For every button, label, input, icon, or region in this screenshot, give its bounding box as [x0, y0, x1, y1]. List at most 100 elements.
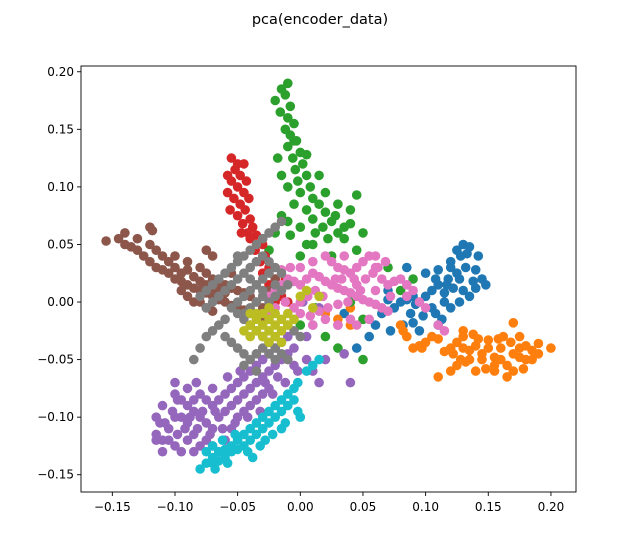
data-point — [172, 429, 183, 440]
data-point — [408, 274, 418, 284]
data-point — [402, 291, 412, 302]
data-point — [301, 274, 312, 284]
data-point — [226, 337, 237, 348]
data-point — [180, 423, 190, 434]
data-point — [351, 262, 362, 273]
data-point — [345, 314, 356, 325]
data-point — [270, 412, 281, 423]
data-point — [333, 343, 343, 353]
data-point — [285, 262, 296, 273]
data-point — [433, 320, 444, 330]
series-4 — [151, 297, 356, 457]
data-point — [527, 354, 537, 365]
data-point — [214, 291, 224, 302]
y-tick-label: −0.05 — [37, 353, 74, 367]
data-point — [237, 218, 248, 229]
data-point — [433, 265, 444, 275]
data-point — [301, 354, 312, 365]
data-point — [276, 337, 287, 348]
data-point — [343, 297, 353, 307]
data-point — [182, 291, 193, 302]
data-point — [333, 228, 343, 238]
data-point — [320, 187, 331, 198]
data-point — [473, 251, 484, 261]
data-point — [270, 354, 281, 365]
data-point — [242, 412, 253, 423]
data-point — [270, 400, 281, 411]
data-point — [101, 236, 111, 246]
data-point — [226, 262, 237, 273]
data-point — [345, 377, 356, 388]
data-point — [314, 170, 324, 181]
data-point — [546, 343, 556, 353]
series-8 — [239, 285, 324, 348]
data-point — [364, 331, 375, 342]
data-point — [289, 360, 299, 371]
data-point — [236, 228, 247, 238]
data-point — [355, 285, 366, 296]
data-point — [245, 383, 255, 394]
data-point — [283, 113, 293, 123]
data-point — [458, 285, 469, 296]
data-point — [285, 101, 296, 112]
data-point — [351, 320, 362, 330]
data-point — [220, 314, 230, 325]
data-point — [295, 187, 306, 198]
data-point — [470, 265, 481, 275]
data-point — [201, 418, 212, 428]
data-point — [454, 274, 465, 284]
data-point — [257, 251, 268, 261]
data-point — [244, 193, 254, 204]
data-point — [301, 149, 312, 160]
data-point — [301, 366, 312, 376]
data-point — [151, 245, 161, 255]
y-tick-label: −0.15 — [37, 468, 74, 482]
data-point — [185, 412, 195, 423]
data-point — [408, 318, 418, 328]
data-point — [195, 291, 205, 302]
data-point — [283, 354, 293, 365]
data-point — [305, 182, 316, 192]
data-point — [132, 245, 143, 255]
data-point — [239, 389, 249, 399]
data-point — [226, 153, 237, 163]
data-point — [270, 95, 281, 106]
data-point — [276, 268, 287, 279]
data-point — [395, 320, 406, 330]
data-point — [402, 280, 412, 290]
data-point — [493, 334, 504, 344]
data-point — [358, 256, 368, 267]
data-point — [264, 256, 274, 267]
data-point — [245, 354, 255, 365]
data-point — [222, 372, 233, 382]
data-point — [210, 464, 220, 474]
data-point — [120, 228, 130, 238]
data-point — [220, 406, 230, 417]
data-point — [452, 360, 462, 371]
data-point — [483, 343, 494, 353]
data-point — [276, 314, 287, 325]
data-point — [320, 314, 331, 325]
data-point — [270, 280, 281, 290]
data-point — [217, 435, 228, 446]
data-point — [232, 377, 243, 388]
data-point — [318, 222, 328, 232]
data-point — [251, 429, 262, 440]
data-point — [283, 280, 293, 290]
data-point — [301, 205, 312, 215]
data-point — [508, 318, 519, 328]
data-point — [370, 320, 381, 330]
data-point — [257, 233, 268, 244]
data-point — [308, 239, 318, 250]
data-point — [477, 354, 487, 365]
data-point — [222, 458, 233, 469]
data-point — [191, 377, 202, 388]
data-point — [270, 262, 281, 273]
data-point — [283, 389, 293, 399]
data-point — [267, 429, 278, 440]
data-point — [427, 331, 437, 342]
data-point — [418, 311, 428, 321]
data-point — [172, 395, 183, 405]
data-point — [326, 256, 337, 267]
data-point — [182, 256, 193, 267]
